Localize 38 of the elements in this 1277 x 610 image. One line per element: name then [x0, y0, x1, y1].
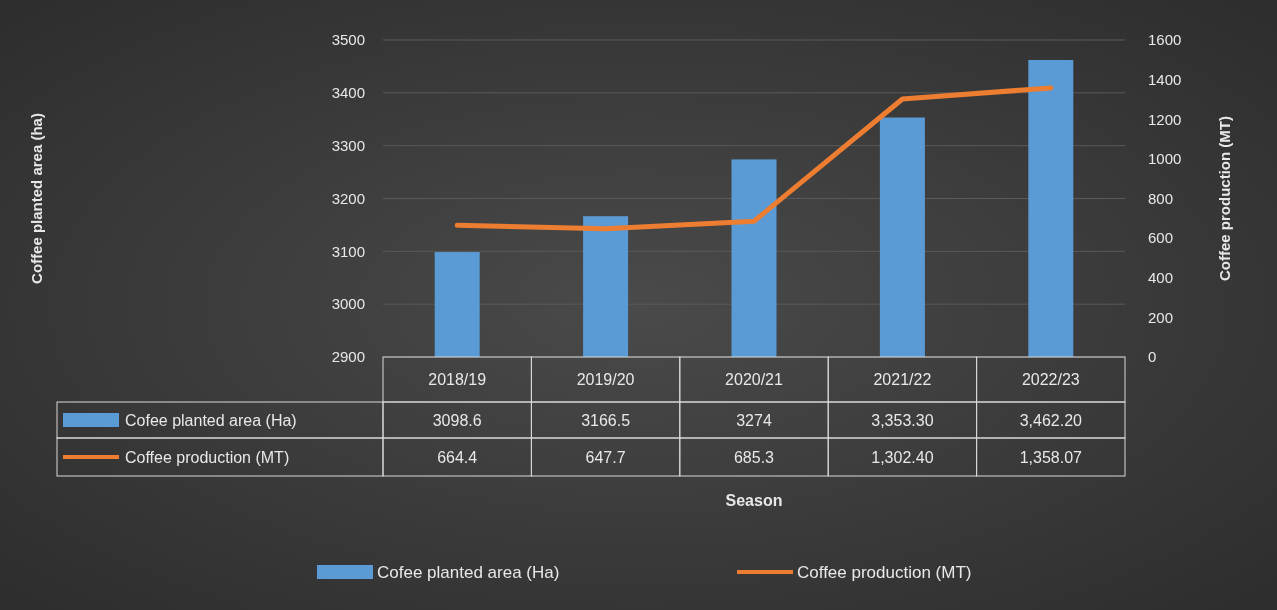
data-label: 685.3: [733, 448, 775, 466]
y-tick-label: 3200: [331, 189, 365, 207]
y2-axis-title: Coffee production (MT): [1216, 116, 1233, 281]
y2-tick-label: 1600: [1148, 31, 1182, 49]
y-tick-label: 3400: [331, 84, 365, 102]
text: Coffee planted area (ha): [28, 113, 45, 284]
y-tick-label: 3100: [331, 242, 365, 260]
data-label: 3,353.30: [871, 411, 934, 429]
x-tick-label: 2019/20: [576, 371, 635, 389]
y2-tick-label: 1200: [1148, 110, 1182, 128]
y2-tick-label: 1400: [1148, 70, 1182, 88]
y-tick-label: 3000: [331, 295, 365, 313]
data-label: 647.7: [585, 448, 626, 466]
x-tick-label: 2020/21: [725, 371, 784, 389]
data-label: 3,462.20: [1019, 411, 1083, 429]
x-tick-label: 2022/23: [1021, 371, 1080, 389]
text: Season: [725, 491, 783, 509]
text: Coffee production (MT): [797, 562, 972, 582]
legend-label: Coffee production (MT): [125, 448, 290, 466]
data-label: 1,302.40: [871, 448, 934, 466]
y2-tick-label: 800: [1148, 189, 1174, 207]
y2-tick-label: 0: [1148, 348, 1157, 366]
data-label: 664.4: [437, 448, 478, 466]
y2-tick-label: 1000: [1148, 150, 1182, 168]
y2-tick-label: 200: [1148, 308, 1174, 326]
data-label: 3166.5: [581, 411, 631, 429]
y-tick-label: 3500: [331, 31, 365, 49]
y2-tick-label: 400: [1148, 269, 1174, 286]
y-tick-label: 2900: [331, 348, 365, 366]
y2-tick-label: 600: [1148, 229, 1174, 247]
x-tick-label: 2021/22: [873, 371, 932, 389]
data-label: 3274: [736, 411, 772, 429]
data-label: 3098.6: [432, 411, 482, 429]
x-tick-label: 2018/19: [428, 371, 487, 389]
y-tick-label: 3300: [331, 136, 365, 154]
text: Cofee planted area (Ha): [377, 562, 560, 582]
data-label: 1,358.07: [1019, 448, 1083, 466]
legend-label: Cofee planted area (Ha): [125, 411, 297, 429]
